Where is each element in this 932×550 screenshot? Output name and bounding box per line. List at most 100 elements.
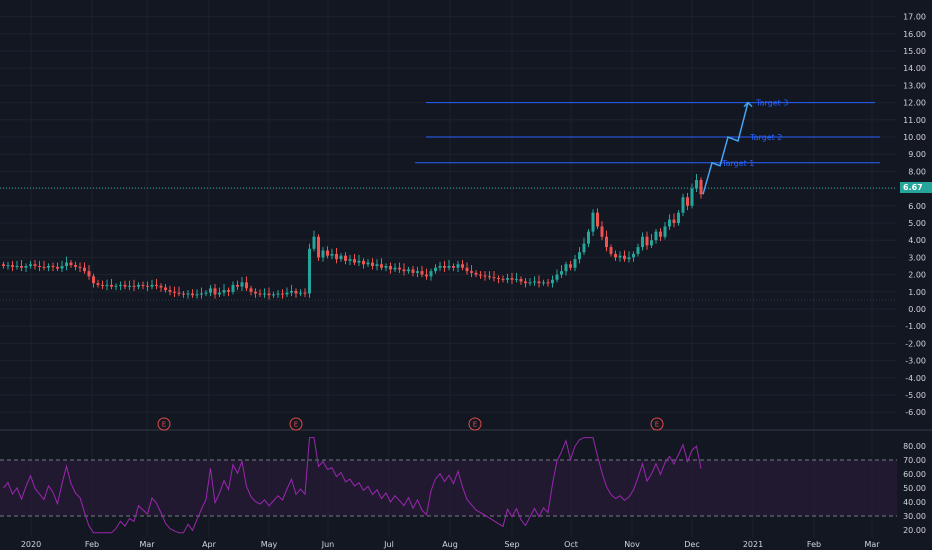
candle-body: [294, 290, 298, 294]
candle-body: [258, 293, 262, 295]
candle-body: [650, 240, 653, 246]
earnings-marker[interactable]: E: [157, 417, 171, 431]
candle-body: [11, 265, 14, 267]
candle-body: [614, 253, 617, 258]
candle-body: [659, 231, 662, 237]
rsi-tick-label: 30.00: [903, 512, 926, 521]
x-tick-label: Oct: [564, 540, 578, 549]
candle-body: [461, 264, 464, 268]
candle-body: [465, 267, 469, 272]
candle-body: [564, 264, 568, 272]
x-tick-label: Dec: [684, 540, 699, 549]
time-axis[interactable]: 2020 Feb Mar Apr May Jun Jul Aug Sep Oct Nov Dec 202…: [21, 540, 880, 549]
candle-body: [24, 266, 28, 268]
candle-body: [51, 266, 55, 267]
candle-body: [92, 276, 95, 284]
candle-body: [479, 274, 482, 276]
candle-body: [605, 236, 608, 248]
candle-body: [609, 247, 613, 254]
x-tick-label: 2020: [21, 540, 41, 549]
candle-body: [78, 266, 82, 268]
x-tick-label: Feb: [85, 540, 99, 549]
candle-body: [218, 292, 221, 295]
earnings-marker-label: E: [655, 421, 659, 429]
candle-body: [254, 291, 257, 294]
rsi-band: [0, 460, 897, 516]
candle-body: [114, 285, 118, 287]
candle-body: [483, 275, 487, 277]
earnings-marker-circle: [157, 417, 171, 431]
rsi-line: [3, 437, 702, 534]
candle-body: [141, 284, 145, 286]
candlestick-series: [2, 173, 703, 300]
candle-body: [227, 290, 230, 292]
y-tick-label: -2.00: [905, 339, 926, 348]
candle-body: [335, 253, 338, 260]
candle-body: [497, 278, 500, 280]
candle-body: [636, 247, 640, 254]
candle-body: [132, 285, 136, 287]
y-tick-label: 2.00: [908, 271, 926, 280]
candle-body: [618, 255, 622, 258]
candle-body: [645, 236, 649, 246]
candle-body: [456, 264, 460, 268]
candle-body: [182, 293, 185, 295]
candle-body: [587, 231, 590, 244]
earnings-marker[interactable]: E: [468, 417, 482, 431]
y-tick-label: 6.00: [908, 202, 926, 211]
target-label: Target 1: [721, 159, 754, 168]
earnings-marker[interactable]: E: [289, 417, 303, 431]
y-tick-label: -4.00: [905, 374, 926, 383]
projection-arrowhead: [743, 101, 753, 108]
candle-body: [362, 260, 365, 265]
candle-body: [29, 264, 32, 266]
candle-body: [83, 267, 86, 272]
candle-body: [506, 278, 509, 280]
candle-body: [339, 255, 343, 260]
candle-body: [69, 262, 73, 266]
candle-body: [209, 288, 212, 293]
candle-body: [312, 236, 316, 249]
candle-body: [389, 266, 392, 270]
candle-body: [249, 288, 253, 292]
y-tick-label: 8.00: [908, 167, 926, 176]
rsi-tick-label: 50.00: [903, 484, 926, 493]
y-tick-label: -3.00: [905, 357, 926, 366]
earnings-marker[interactable]: E: [650, 417, 664, 431]
candle-body: [375, 264, 379, 266]
earnings-marker-circle: [289, 417, 303, 431]
candle-body: [119, 284, 122, 286]
target-lines: Target 1 Target 2 Target 3: [415, 99, 880, 195]
candle-body: [600, 226, 604, 237]
candle-body: [686, 197, 689, 206]
candle-body: [56, 266, 59, 269]
y-tick-label: 16.00: [903, 30, 926, 39]
x-tick-label: Nov: [624, 540, 640, 549]
candle-body: [411, 269, 415, 273]
candle-body: [47, 266, 50, 268]
candle-body: [137, 284, 140, 287]
earnings-marker-label: E: [294, 421, 298, 429]
candle-body: [330, 253, 334, 256]
y-tick-label: -1.00: [905, 322, 926, 331]
y-tick-label: -5.00: [905, 391, 926, 400]
candle-body: [186, 293, 190, 295]
y-tick-label: 1.00: [908, 288, 926, 297]
candle-body: [519, 278, 523, 282]
last-price-value: 6.67: [903, 183, 923, 192]
candle-body: [537, 281, 541, 284]
x-tick-label: Mar: [864, 540, 880, 549]
x-tick-label: Aug: [442, 540, 458, 549]
candle-body: [303, 292, 307, 294]
last-price-tag-bg: [900, 182, 932, 193]
price-axis[interactable]: 17.00 16.00 15.00 14.00 13.00 12.00 11.00 10.00…: [900, 13, 932, 535]
target-label: Target 3: [755, 99, 788, 108]
target-label: Target 2: [749, 133, 782, 142]
projection-path: [702, 102, 749, 195]
candle-body: [263, 293, 266, 295]
y-tick-label: 3.00: [908, 253, 926, 262]
rsi-tick-label: 60.00: [903, 470, 926, 479]
candle-body: [74, 265, 77, 267]
